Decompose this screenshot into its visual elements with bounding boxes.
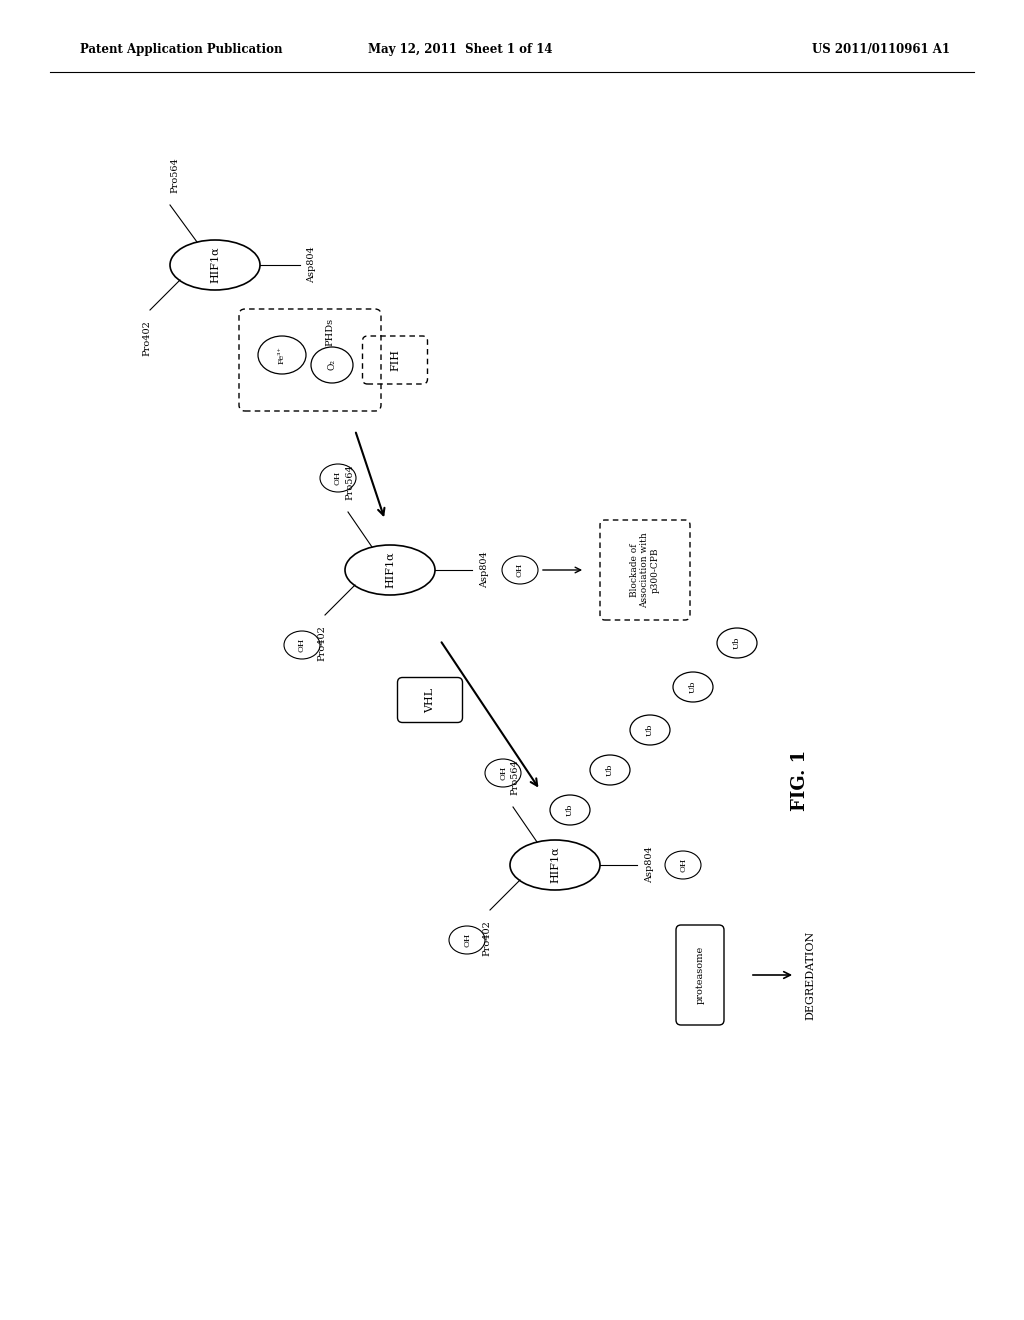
Text: DEGREDATION: DEGREDATION xyxy=(805,931,815,1019)
Text: Asp804: Asp804 xyxy=(480,552,489,589)
Text: FIG. 1: FIG. 1 xyxy=(791,750,809,810)
Text: Ub: Ub xyxy=(606,764,614,776)
Text: Patent Application Publication: Patent Application Publication xyxy=(80,44,283,57)
Text: Pro402: Pro402 xyxy=(482,920,492,956)
Text: Ub: Ub xyxy=(646,723,654,737)
Text: Pro564: Pro564 xyxy=(345,465,354,500)
Text: proteasome: proteasome xyxy=(695,946,705,1005)
Text: Pro564: Pro564 xyxy=(511,759,519,795)
Text: O₂: O₂ xyxy=(328,359,337,371)
Text: HIF1α: HIF1α xyxy=(550,846,560,883)
Text: US 2011/0110961 A1: US 2011/0110961 A1 xyxy=(812,44,950,57)
Text: Ub: Ub xyxy=(689,681,697,693)
Text: May 12, 2011  Sheet 1 of 14: May 12, 2011 Sheet 1 of 14 xyxy=(368,44,552,57)
Text: HIF1α: HIF1α xyxy=(210,247,220,284)
Text: Ub: Ub xyxy=(566,804,574,816)
Text: Pro564: Pro564 xyxy=(171,157,179,193)
Text: OH: OH xyxy=(298,638,306,652)
Text: OH: OH xyxy=(334,471,342,486)
Text: Fe³⁺: Fe³⁺ xyxy=(278,346,286,364)
Text: VHL: VHL xyxy=(425,688,435,713)
Text: Pro402: Pro402 xyxy=(317,624,327,661)
Text: OH: OH xyxy=(516,562,524,577)
Text: Asp804: Asp804 xyxy=(307,247,316,284)
Text: Asp804: Asp804 xyxy=(645,846,654,883)
Text: Pro402: Pro402 xyxy=(142,319,152,356)
Text: PHDs: PHDs xyxy=(326,318,335,346)
Text: Ub: Ub xyxy=(733,636,741,649)
Text: HIF1α: HIF1α xyxy=(385,552,395,589)
Text: OH: OH xyxy=(463,933,471,948)
Text: OH: OH xyxy=(499,766,507,780)
Text: OH: OH xyxy=(679,858,687,873)
Text: FIH: FIH xyxy=(390,348,400,371)
Text: Blockade of
Association with
p300-CPB: Blockade of Association with p300-CPB xyxy=(630,532,659,609)
